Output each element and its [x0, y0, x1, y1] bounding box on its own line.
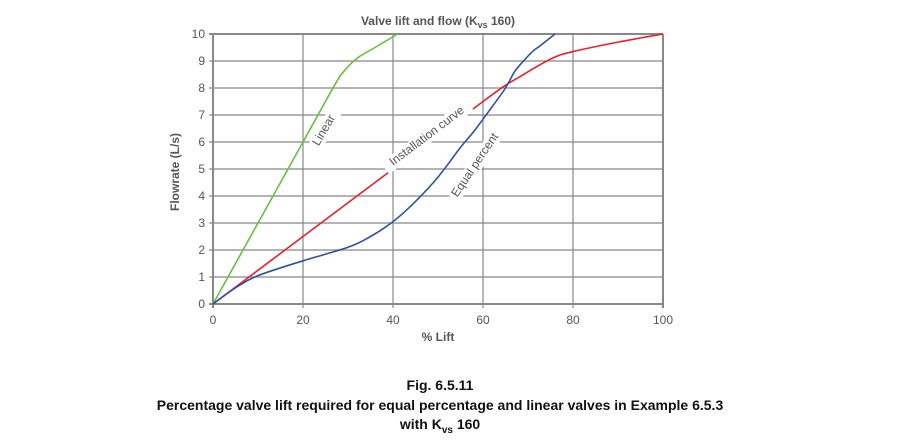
y-tick-label: 10	[192, 27, 206, 41]
label-linear: Linear	[307, 107, 342, 154]
y-tick-label: 8	[198, 81, 205, 95]
x-tick-label: 20	[296, 313, 310, 327]
y-tick-label: 6	[198, 135, 205, 149]
label-installation: Installation curve	[380, 99, 474, 175]
x-tick-label: 0	[210, 313, 217, 327]
figure-caption-line2: with Kvs 160	[0, 416, 880, 436]
label-equal-percent: Equal percent	[447, 128, 504, 203]
label-equal-percent-text: Equal percent	[448, 130, 501, 200]
label-installation-text: Installation curve	[386, 103, 467, 169]
y-tick-label: 2	[198, 243, 205, 257]
y-tick-label: 1	[198, 270, 205, 284]
x-tick-label: 40	[386, 313, 400, 327]
y-axis-label: Flowrate (L/s)	[168, 133, 182, 211]
series-line-linear	[212, 33, 398, 305]
series-line-equal-percent	[212, 33, 556, 305]
y-tick-label: 7	[198, 108, 205, 122]
x-tick-label: 100	[653, 313, 673, 327]
caption-sub: vs	[441, 424, 453, 436]
caption-text-end: 160	[452, 416, 481, 432]
y-tick-label: 5	[198, 162, 205, 176]
x-tick-label: 60	[476, 313, 490, 327]
y-tick-label: 9	[198, 54, 205, 68]
grid	[209, 33, 664, 308]
figure-caption: Percentage valve lift required for equal…	[156, 397, 724, 413]
caption-text: with K	[399, 416, 442, 432]
chart-title: Valve lift and flow (Kvs 160)	[361, 14, 515, 30]
y-tick-label: 3	[198, 216, 205, 230]
x-tick-label: 80	[566, 313, 580, 327]
figure-number: Fig. 6.5.11	[406, 377, 474, 393]
y-tick-label: 0	[198, 297, 205, 311]
y-tick-label: 4	[198, 189, 205, 203]
x-axis-label: % Lift	[422, 330, 455, 344]
